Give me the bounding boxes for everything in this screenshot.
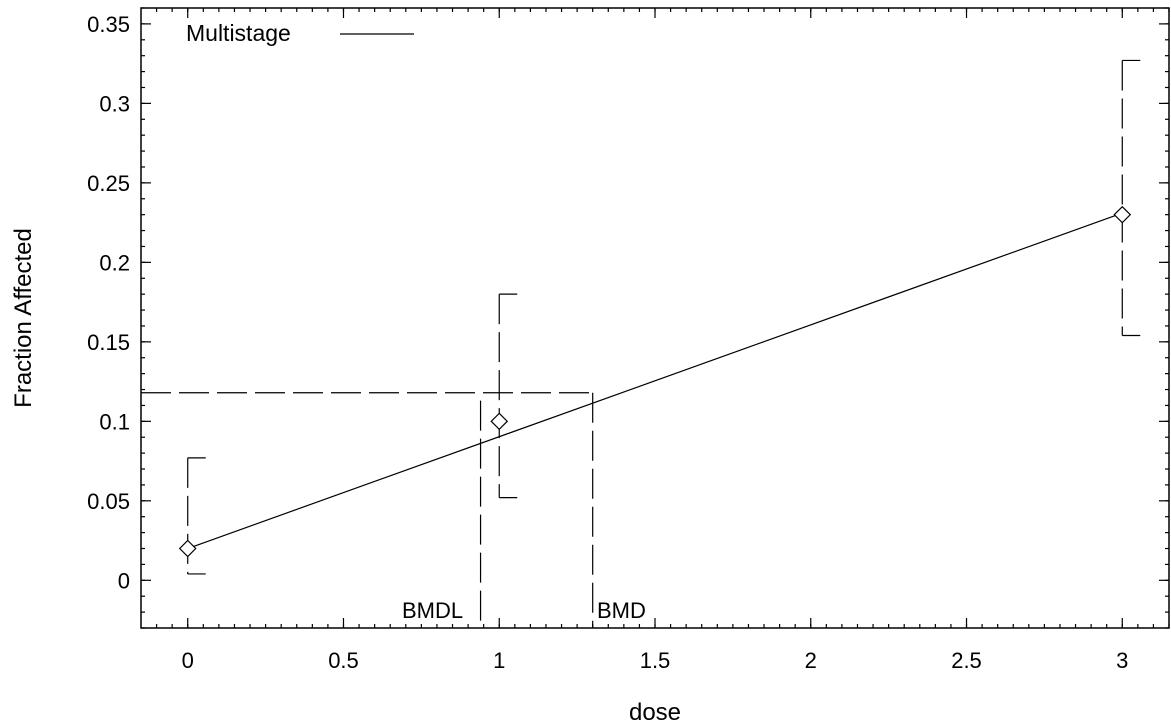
major-ticks: [141, 8, 1169, 628]
x-tick-label: 2.5: [951, 648, 982, 673]
y-tick-label: 0.1: [99, 409, 130, 434]
observation-markers: [178, 205, 1132, 558]
y-tick-label: 0.05: [87, 489, 130, 514]
x-tick-label: 2: [805, 648, 817, 673]
x-tick-labels: 0 0.5 1 1.5 2 2.5 3: [182, 648, 1129, 673]
y-tick-label: 0.3: [99, 91, 130, 116]
plot-frame: [140, 7, 1170, 629]
bmd-label: BMD: [597, 598, 646, 623]
bmd-reference-lines: [141, 392, 594, 628]
minor-ticks: [141, 7, 1170, 629]
data-point-marker: [490, 412, 509, 431]
y-tick-labels: 0 0.05 0.1 0.15 0.2 0.25 0.3 0.35: [87, 12, 130, 593]
model-lines: [187, 212, 1123, 550]
x-tick-label: 1.5: [640, 648, 671, 673]
x-tick-label: 0: [182, 648, 194, 673]
x-tick-label: 0.5: [328, 648, 359, 673]
y-tick-label: 0: [118, 568, 130, 593]
data-point-marker: [178, 539, 197, 558]
x-tick-label: 1: [493, 648, 505, 673]
series-line-multistage: [187, 212, 1123, 550]
y-tick-label: 0.15: [87, 330, 130, 355]
y-axis-title: Fraction Affected: [10, 228, 37, 408]
x-axis-title: dose: [629, 699, 681, 726]
y-tick-label: 0.35: [87, 12, 130, 37]
y-tick-label: 0.2: [99, 250, 130, 275]
x-tick-label: 3: [1116, 648, 1128, 673]
bmdl-label: BMDL: [402, 598, 463, 623]
error-bars: [187, 59, 1141, 575]
y-tick-label: 0.25: [87, 171, 130, 196]
data-point-marker: [1113, 205, 1132, 224]
legend-label: Multistage: [186, 20, 291, 46]
